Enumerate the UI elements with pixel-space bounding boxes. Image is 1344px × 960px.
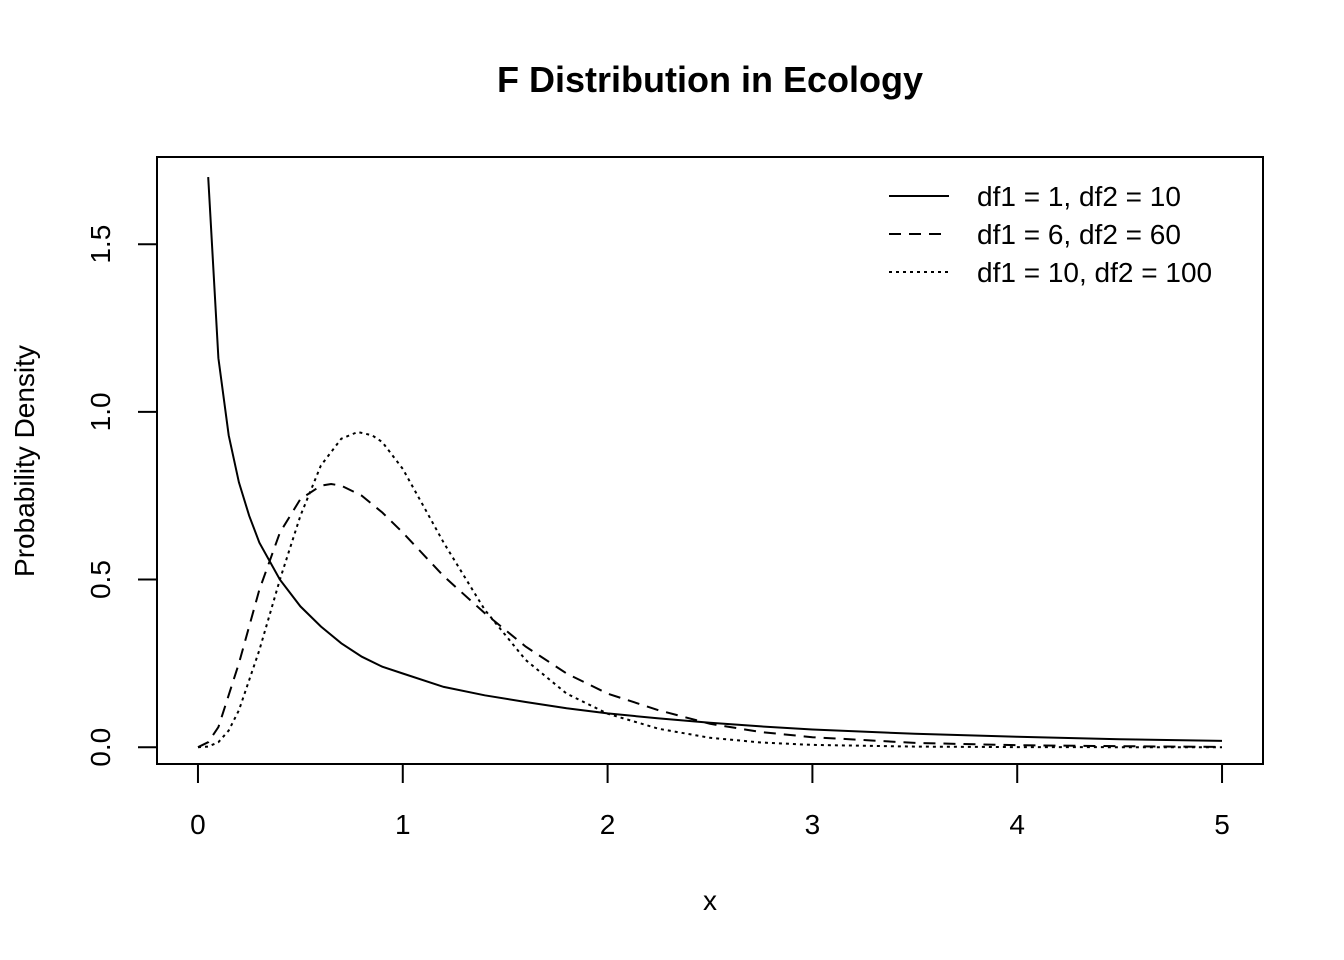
x-tick-label: 3 bbox=[805, 809, 821, 840]
y-tick-label: 0.5 bbox=[85, 560, 116, 599]
series-line-1 bbox=[207, 177, 1223, 742]
x-tick-label: 1 bbox=[395, 809, 411, 840]
series-line-2 bbox=[197, 482, 1223, 749]
y-axis: 0.0 0.5 1.0 1.5 bbox=[85, 225, 158, 767]
legend-label-3: df1 = 10, df2 = 100 bbox=[977, 257, 1212, 288]
x-tick-label: 0 bbox=[190, 809, 206, 840]
series-line-3 bbox=[197, 430, 1222, 749]
x-axis-label: x bbox=[703, 885, 717, 916]
x-tick-label: 4 bbox=[1009, 809, 1025, 840]
y-tick-label: 0.0 bbox=[85, 728, 116, 767]
x-tick-label: 5 bbox=[1214, 809, 1230, 840]
chart-title: F Distribution in Ecology bbox=[497, 59, 923, 100]
legend-label-2: df1 = 6, df2 = 60 bbox=[977, 219, 1181, 250]
x-tick-label: 2 bbox=[600, 809, 616, 840]
legend: df1 = 1, df2 = 10 df1 = 6, df2 = 60 df1 = … bbox=[889, 181, 1212, 288]
y-axis-label: Probability Density bbox=[9, 345, 40, 577]
x-axis: 0 1 2 3 4 5 bbox=[190, 763, 1230, 840]
legend-label-1: df1 = 1, df2 = 10 bbox=[977, 181, 1181, 212]
series-group bbox=[197, 177, 1223, 749]
y-tick-label: 1.5 bbox=[85, 225, 116, 264]
y-tick-label: 1.0 bbox=[85, 392, 116, 431]
